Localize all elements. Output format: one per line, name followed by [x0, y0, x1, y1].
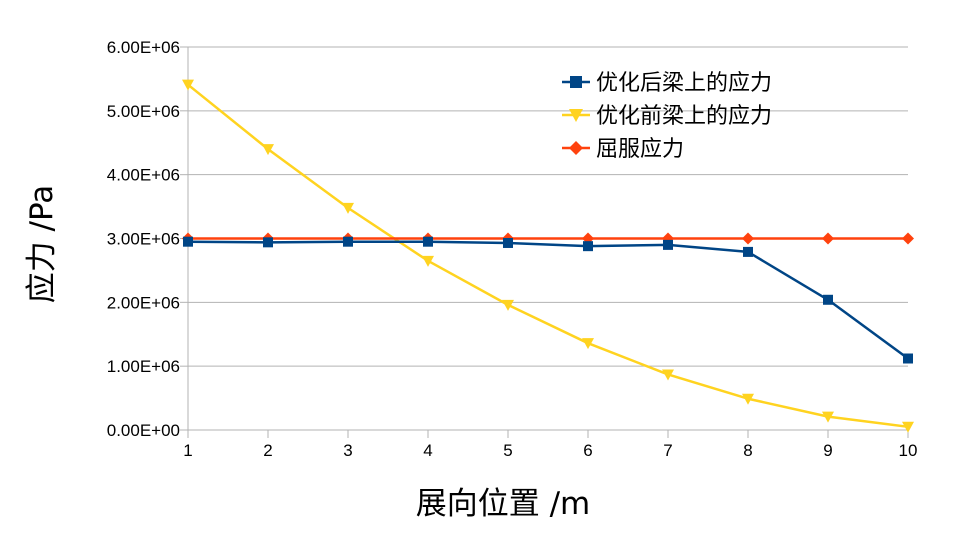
series-2 [182, 79, 914, 433]
legend-item: 优化前梁上的应力 [562, 104, 772, 129]
y-tick-label: 2.00E+06 [107, 293, 180, 312]
y-axis-ticks: 0.00E+00 1.00E+06 2.00E+06 3.00E+06 4.00E+06… [107, 38, 180, 440]
data-point-square [263, 237, 273, 248]
data-point-triangle [902, 421, 914, 433]
data-point-triangle [262, 144, 274, 156]
data-point-square [743, 246, 753, 257]
data-point-triangle [742, 393, 754, 405]
x-tick-label: 8 [743, 441, 752, 460]
y-tick-label: 3.00E+06 [107, 230, 180, 249]
data-point-diamond [902, 232, 914, 245]
data-point-square [570, 76, 582, 88]
y-axis-title: 应力 /Pa [24, 185, 60, 304]
x-tick-label: 5 [503, 441, 512, 460]
x-axis-ticks: 1 2 3 4 5 6 7 8 9 10 [183, 441, 917, 460]
y-tick-label: 4.00E+06 [107, 166, 180, 185]
data-point-diamond [742, 232, 754, 245]
data-point-square [343, 236, 353, 247]
data-point-square [663, 239, 673, 250]
legend-item: 优化后梁上的应力 [562, 71, 772, 96]
data-point-square [583, 241, 593, 252]
legend-label: 优化后梁上的应力 [596, 71, 772, 96]
data-point-triangle [422, 255, 434, 267]
data-point-square [503, 237, 513, 248]
legend-label: 屈服应力 [596, 137, 684, 162]
x-tick-label: 4 [423, 441, 432, 460]
y-tick-label: 5.00E+06 [107, 102, 180, 121]
legend-label: 优化前梁上的应力 [596, 104, 772, 129]
data-point-square [823, 294, 833, 305]
x-tick-label: 1 [183, 441, 192, 460]
data-point-triangle [342, 202, 354, 214]
data-point-triangle [662, 369, 674, 381]
x-tick-label: 7 [663, 441, 672, 460]
data-point-triangle [822, 411, 834, 423]
data-point-triangle [502, 299, 514, 311]
y-tick-label: 0.00E+00 [107, 421, 180, 440]
legend-item: 屈服应力 [562, 137, 684, 162]
series-1 [183, 236, 913, 364]
data-point-square [183, 236, 193, 247]
data-point-triangle [582, 338, 594, 350]
data-point-square [423, 236, 433, 247]
data-point-diamond [822, 232, 834, 245]
x-axis-title: 展向位置 /m [416, 486, 591, 522]
x-tick-label: 10 [899, 441, 918, 460]
data-point-triangle [569, 109, 583, 122]
x-tick-label: 9 [823, 441, 832, 460]
data-point-triangle [182, 79, 194, 91]
data-point-diamond [569, 141, 583, 155]
series-layer [182, 79, 914, 433]
y-tick-label: 6.00E+06 [107, 38, 180, 57]
series-line [187, 83, 909, 429]
y-tick-label: 1.00E+06 [107, 357, 180, 376]
series-line [187, 240, 909, 360]
x-tick-label: 3 [343, 441, 352, 460]
x-tick-label: 2 [263, 441, 272, 460]
data-point-square [903, 353, 913, 364]
x-tick-label: 6 [583, 441, 592, 460]
